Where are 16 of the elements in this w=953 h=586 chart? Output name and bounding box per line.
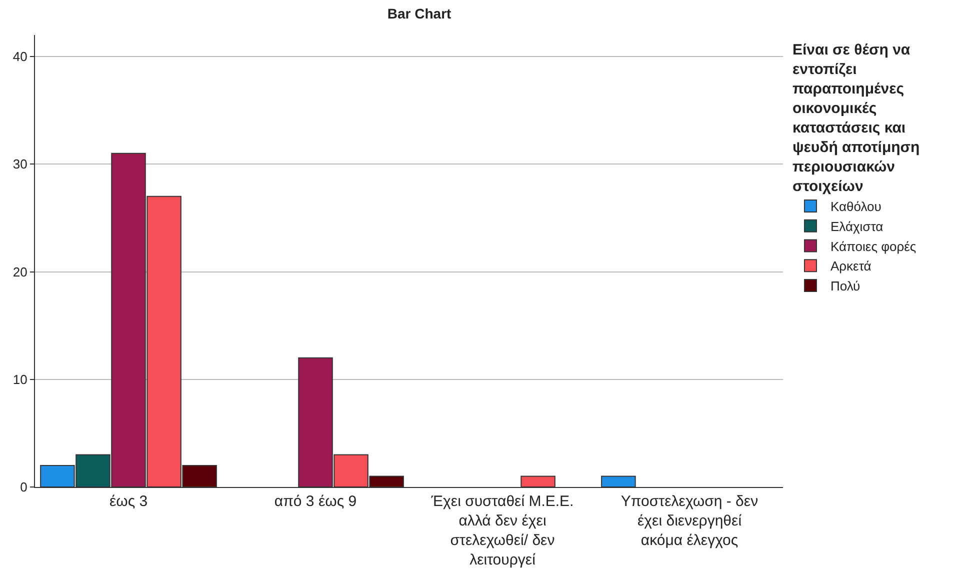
x-tick-label: έως 3: [109, 493, 148, 510]
x-tick-label: από 3 έως 9: [274, 493, 357, 510]
y-tick-label: 40: [12, 49, 28, 64]
legend-label: Ελάχιστα: [830, 218, 884, 234]
legend-label: Πολύ: [830, 278, 860, 294]
y-tick-label: 30: [12, 156, 28, 172]
legend-label: Καθόλου: [830, 199, 882, 214]
legend-label: Αρκετά: [830, 258, 872, 274]
x-tick-label: Υποστελεχωση - δεν έχει διενεργηθεί ακόμα έλεγχος: [620, 493, 758, 549]
legend-title: Είναι σε θέση να εντοπίζει παραποιημένες οικονομικές καταστάσεις και ψευδή αποτίμηση περιουσιακών στοιχείων: [792, 42, 920, 195]
legend-label: Κάποιες φορές: [830, 238, 916, 254]
y-tick-label: 0: [20, 480, 28, 495]
chart-title: Bar Chart: [387, 6, 452, 22]
y-tick-label: 20: [12, 264, 28, 280]
y-tick-label: 10: [12, 372, 28, 387]
x-tick-label: Έχει συσταθεί Μ.Ε.Ε. αλλά δεν έχει στελεχωθεί/ δεν λειτουργεί: [430, 493, 574, 568]
